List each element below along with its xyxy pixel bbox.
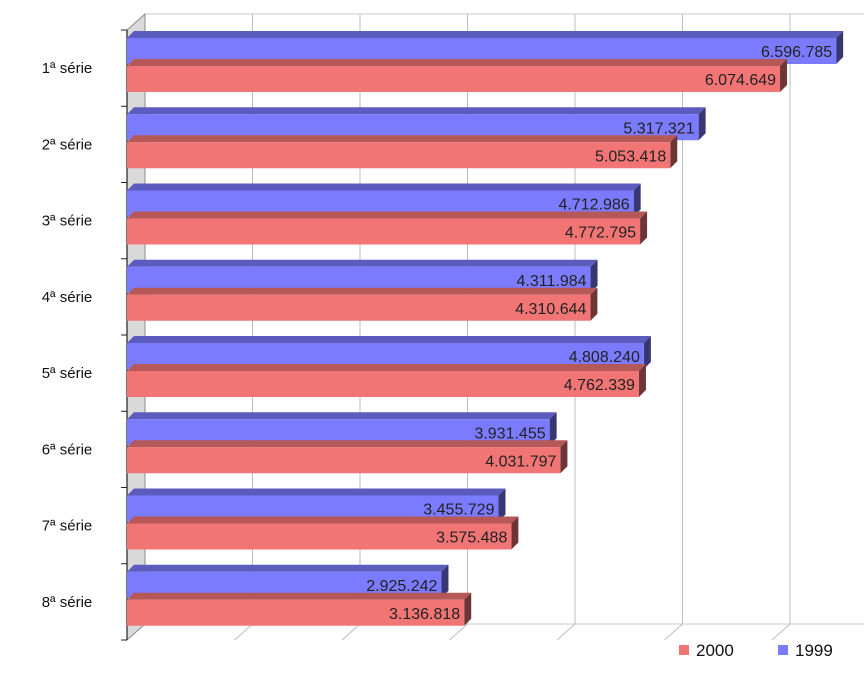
data-label-1999: 2.925.242 — [366, 578, 437, 595]
bar-1999-top — [127, 336, 651, 343]
category-label: 8ª série — [42, 594, 93, 611]
bar-1999-top — [127, 260, 598, 267]
gridline-floor — [342, 624, 360, 640]
bar-1999-top — [127, 412, 557, 419]
data-label-1999: 4.311.984 — [517, 273, 587, 290]
category-label: 2ª série — [42, 136, 93, 153]
category-label: 1ª série — [42, 60, 93, 77]
gridline-floor — [557, 624, 575, 640]
category-label: 7ª série — [42, 518, 93, 535]
bar-2000 — [127, 219, 640, 245]
bar-1999-top — [127, 565, 448, 572]
data-label-2000: 3.575.488 — [436, 530, 507, 547]
data-label-1999: 4.808.240 — [569, 349, 640, 366]
data-label-1999: 3.931.455 — [474, 425, 545, 442]
bar-2000-top — [127, 135, 677, 142]
legend-label-1999: 1999 — [795, 641, 833, 660]
gridline-floor — [772, 624, 790, 640]
bar-1999-top — [127, 184, 641, 191]
category-label: 3ª série — [42, 213, 93, 230]
data-label-2000: 6.074.649 — [705, 72, 776, 89]
data-label-2000: 4.762.339 — [564, 377, 635, 394]
legend: 2000 1999 — [679, 641, 833, 660]
data-label-1999: 3.455.729 — [423, 502, 494, 519]
category-label: 4ª série — [42, 289, 93, 306]
data-label-2000: 5.053.418 — [595, 148, 666, 165]
bar-2000 — [127, 66, 780, 92]
bar-1999-top — [127, 107, 706, 114]
bar-2000-top — [127, 59, 787, 66]
bar-1999-top — [127, 489, 505, 496]
data-label-1999: 5.317.321 — [623, 120, 694, 137]
data-label-1999: 6.596.785 — [761, 44, 832, 61]
bar-2000 — [127, 142, 670, 168]
gridline-floor — [665, 624, 683, 640]
category-axis: 1ª série 2ª série 3ª série 4ª série 5ª série… — [42, 30, 127, 640]
bar-1999-top — [127, 31, 843, 38]
data-label-2000: 4.772.795 — [565, 225, 636, 242]
category-label: 6ª série — [42, 441, 93, 458]
data-label-1999: 4.712.986 — [558, 197, 629, 214]
legend-swatch-2000 — [679, 645, 689, 655]
legend-swatch-1999 — [778, 645, 788, 655]
legend-label-2000: 2000 — [696, 641, 734, 660]
data-label-2000: 4.031.797 — [485, 453, 556, 470]
bar-2000 — [127, 371, 639, 397]
data-label-2000: 3.136.818 — [389, 606, 460, 623]
data-label-2000: 4.310.644 — [515, 301, 586, 318]
gridline-floor — [235, 624, 253, 640]
category-label: 5ª série — [42, 365, 93, 382]
gridline-floor — [450, 624, 468, 640]
